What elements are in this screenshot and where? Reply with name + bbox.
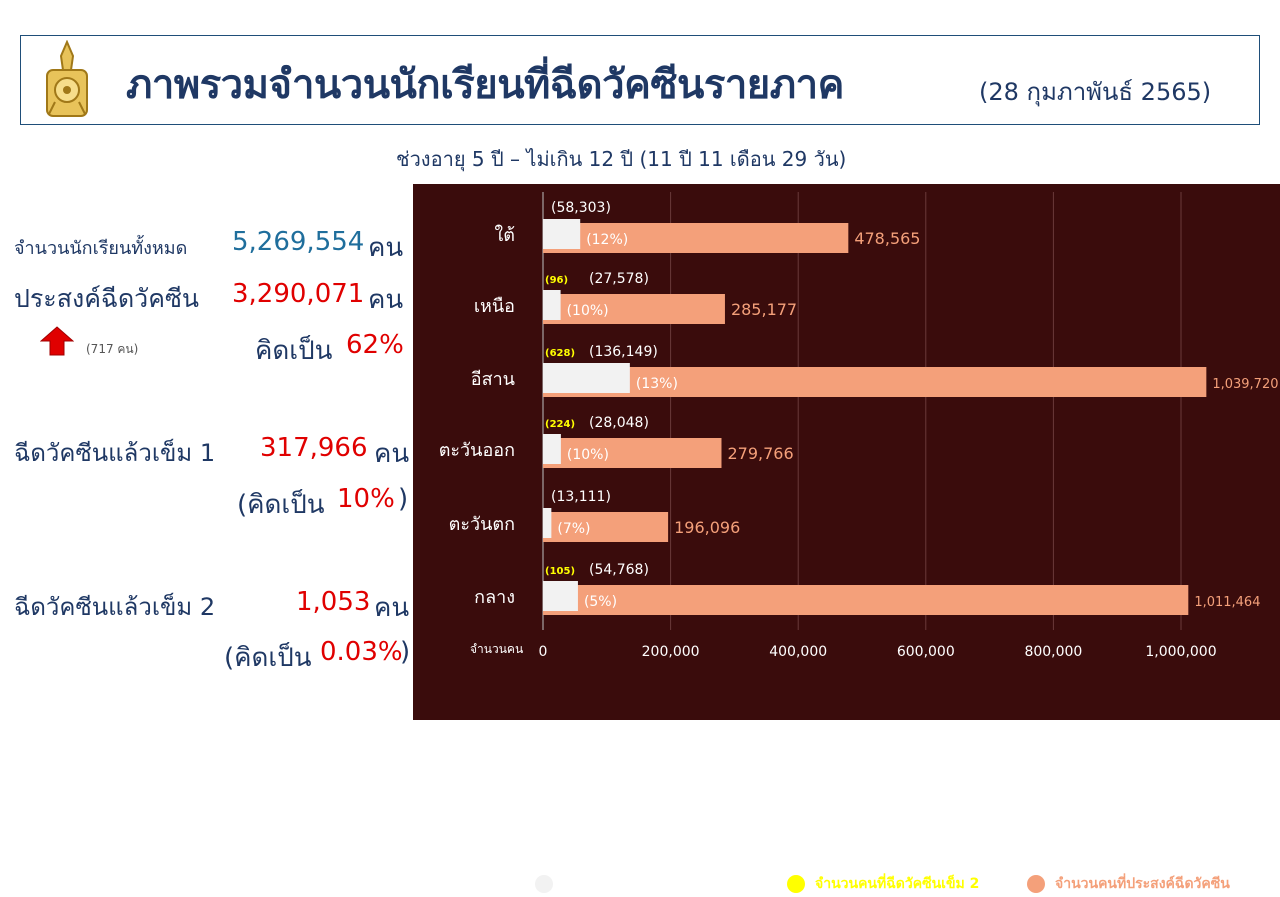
- wish-value-label: 279,766: [727, 444, 793, 463]
- legend-item-dose1: จำนวนคนที่ฉีดวัคซีนเข็ม 1: [535, 873, 727, 895]
- dose1-value: 317,966: [260, 433, 368, 463]
- wish-value-label: 1,011,464: [1194, 595, 1260, 610]
- total-students-label: จำนวนนักเรียนทั้งหมด: [14, 238, 188, 259]
- dose1-value-label: (13,111): [551, 489, 611, 505]
- wish-vaccine-unit: คน: [368, 285, 404, 315]
- percent-label: (12%): [586, 232, 628, 248]
- bar-wish: [543, 585, 1189, 615]
- category-label: กลาง: [474, 587, 515, 608]
- legend-label-dose1: จำนวนคนที่ฉีดวัคซีนเข็ม 1: [563, 876, 728, 892]
- bar-dose1: [543, 581, 578, 611]
- bar-dose1: [543, 219, 581, 249]
- wish-value-label: 478,565: [854, 229, 920, 248]
- percent-label: (13%): [636, 376, 678, 392]
- bar-wish: [543, 438, 722, 468]
- dose1-value-label: (54,768): [589, 562, 649, 578]
- legend-label-dose2: จำนวนคนที่ฉีดวัคซีนเข็ม 2: [815, 876, 980, 892]
- dose1-label: ฉีดวัคซีนแล้วเข็ม 1: [14, 439, 216, 467]
- dose2-value-label: (96): [545, 275, 568, 286]
- wish-value-label: 1,039,720: [1212, 377, 1278, 392]
- up-arrow-icon: [40, 326, 74, 356]
- legend-label-wish: จำนวนคนที่ประสงค์ฉีดวัคซีน: [1055, 876, 1230, 892]
- wish-percent-value: 62%: [346, 330, 404, 360]
- dose2-value: 1,053: [296, 587, 371, 617]
- percent-label: (7%): [557, 521, 590, 537]
- category-label: อีสาน: [471, 369, 515, 390]
- x-tick-label: 400,000: [769, 644, 827, 660]
- chart-legend: จำนวนคนที่ฉีดวัคซีนเข็ม 1 จำนวนคนที่ฉีดว…: [413, 873, 1280, 897]
- legend-swatch-dose2: [787, 875, 805, 893]
- increase-note: (717 คน): [86, 342, 139, 356]
- x-tick-label: 0: [539, 644, 548, 660]
- legend-swatch-wish: [1027, 875, 1045, 893]
- wish-value-label: 285,177: [731, 300, 797, 319]
- dose2-percent-open: (คิดเป็น: [224, 643, 312, 673]
- bar-dose1: [543, 434, 561, 464]
- bar-wish: [543, 512, 669, 542]
- dose1-percent-open: (คิดเป็น: [237, 490, 325, 520]
- percent-label: (10%): [567, 447, 609, 463]
- wish-percent-label: คิดเป็น: [255, 336, 333, 366]
- dose1-value-label: (58,303): [551, 200, 611, 216]
- bar-chart-svg: 0 200,000 400,000 600,000 800,000 1,000,000 จำ…: [439, 192, 1279, 660]
- total-students-value: 5,269,554: [232, 227, 365, 257]
- dose2-value-label: (224): [545, 419, 575, 430]
- x-axis-label: จำนวนคน: [470, 642, 523, 656]
- dose1-percent-close: ): [398, 484, 409, 514]
- dose2-unit: คน: [374, 593, 410, 623]
- age-range-subtitle: ช่วงอายุ 5 ปี – ไม่เกิน 12 ปี (11 ปี 11 …: [396, 147, 847, 171]
- bar-wish: [543, 294, 725, 324]
- x-tick-label: 1,000,000: [1145, 644, 1216, 660]
- bar-dose1: [543, 363, 630, 393]
- dose1-value-label: (27,578): [589, 271, 649, 287]
- category-label: ตะวันออก: [439, 440, 515, 461]
- dose2-label: ฉีดวัคซีนแล้วเข็ม 2: [14, 593, 216, 621]
- region-vaccination-chart: 0 200,000 400,000 600,000 800,000 1,000,000 จำ…: [413, 184, 1280, 893]
- dose1-percent-value: 10%: [337, 484, 395, 514]
- percent-label: (5%): [584, 594, 617, 610]
- wish-vaccine-value: 3,290,071: [232, 279, 365, 309]
- ministry-emblem-icon: [46, 40, 88, 117]
- title-box: ภาพรวมจำนวนนักเรียนที่ฉีดวัคซีนรายภาค (2…: [20, 35, 1260, 125]
- bar-dose1: [543, 290, 561, 320]
- wish-vaccine-label: ประสงค์ฉีดวัคซีน: [14, 284, 199, 313]
- x-tick-label: 200,000: [642, 644, 700, 660]
- legend-item-dose2: จำนวนคนที่ฉีดวัคซีนเข็ม 2: [787, 873, 979, 895]
- category-label: ใต้: [495, 224, 515, 246]
- category-label: ตะวันตก: [449, 514, 515, 535]
- dose2-percent-value: 0.03%: [320, 637, 403, 667]
- bar-wish: [543, 367, 1207, 397]
- x-tick-label: 600,000: [897, 644, 955, 660]
- bar-wish: [543, 223, 849, 253]
- dose2-value-label: (105): [545, 566, 575, 577]
- dose1-unit: คน: [374, 439, 410, 469]
- category-label: เหนือ: [474, 296, 515, 317]
- legend-item-wish: จำนวนคนที่ประสงค์ฉีดวัคซีน: [1027, 873, 1230, 895]
- dose1-value-label: (136,149): [589, 344, 658, 360]
- wish-value-label: 196,096: [674, 518, 740, 537]
- dose2-value-label: (628): [545, 348, 575, 359]
- page-title: ภาพรวมจำนวนนักเรียนที่ฉีดวัคซีนรายภาค: [126, 62, 844, 108]
- legend-swatch-dose1: [535, 875, 553, 893]
- dose1-value-label: (28,048): [589, 415, 649, 431]
- bar-dose1: [543, 508, 552, 538]
- title-date: (28 กุมภาพันธ์ 2565): [979, 78, 1212, 106]
- dose2-percent-close: ): [400, 637, 411, 667]
- x-tick-label: 800,000: [1024, 644, 1082, 660]
- percent-label: (10%): [567, 303, 609, 319]
- total-students-unit: คน: [368, 233, 404, 263]
